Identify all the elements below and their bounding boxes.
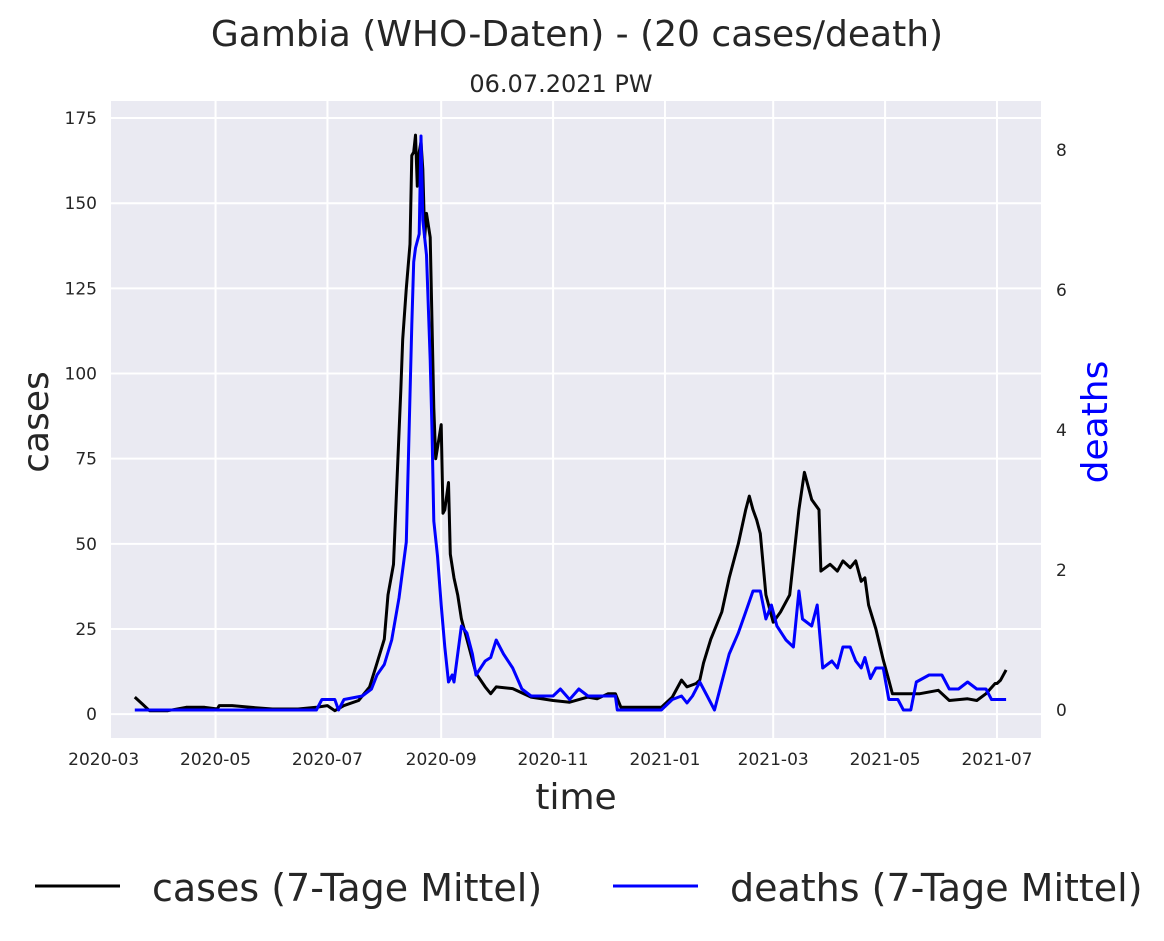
y-tick-label: 50 — [75, 535, 97, 555]
grid-lines — [102, 101, 1041, 738]
series-lines — [133, 133, 1008, 713]
x-tick-label: 2021-05 — [850, 750, 921, 770]
y2-tick-label: 4 — [1056, 421, 1067, 441]
y-tick-label: 175 — [65, 109, 97, 129]
x-tick-label: 2021-07 — [961, 750, 1032, 770]
x-tick-label: 2021-03 — [738, 750, 809, 770]
y2-tick-label: 2 — [1056, 561, 1067, 581]
legend-label-deaths: deaths (7-Tage Mittel) — [730, 866, 1143, 910]
y-tick-label: 150 — [65, 194, 97, 214]
x-tick-label: 2020-09 — [406, 750, 477, 770]
x-tick-label: 2020-07 — [292, 750, 363, 770]
y2-tick-label: 6 — [1056, 281, 1067, 301]
y-tick-label: 0 — [86, 705, 97, 725]
y2-axis-label: deaths — [1075, 361, 1116, 484]
y-axis-label: cases — [16, 371, 57, 473]
plot-area — [111, 101, 1041, 738]
series-line-cases — [133, 133, 1008, 713]
series-line-deaths — [134, 134, 1007, 712]
tick-labels: 0 25 50 75 100 125 150 175 2020-03 2020-05 2020-07… — [65, 109, 1067, 770]
x-tick-label: 2020-11 — [518, 750, 589, 770]
x-axis-label: time — [535, 777, 616, 818]
chart-title: Gambia (WHO-Daten) - (20 cases/death) — [211, 14, 943, 55]
legend-label-cases: cases (7-Tage Mittel) — [152, 866, 542, 910]
y-tick-label: 25 — [75, 620, 97, 640]
y2-tick-label: 0 — [1056, 701, 1067, 721]
x-tick-label: 2021-01 — [629, 750, 700, 770]
legend: cases (7-Tage Mittel) deaths (7-Tage Mit… — [35, 866, 1143, 910]
x-tick-label: 2020-03 — [68, 750, 139, 770]
y-tick-label: 100 — [65, 365, 97, 385]
x-tick-label: 2020-05 — [180, 750, 251, 770]
y-tick-label: 75 — [75, 450, 97, 470]
y2-tick-label: 8 — [1056, 141, 1067, 161]
y-tick-label: 125 — [65, 279, 97, 299]
chart-subtitle: 06.07.2021 PW — [469, 70, 652, 98]
